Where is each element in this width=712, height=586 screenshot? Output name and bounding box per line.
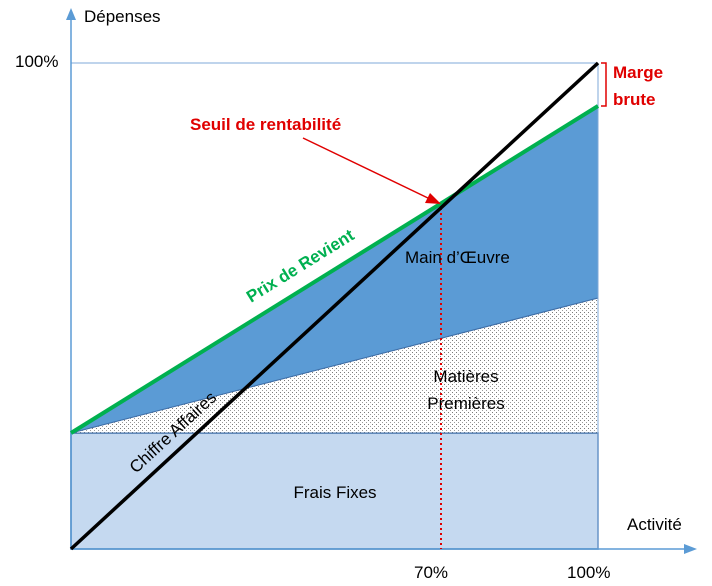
main-oeuvre-label: Main d’Œuvre	[405, 248, 510, 267]
frais-fixes-region	[70, 432, 599, 550]
x-axis-arrow-icon	[684, 544, 697, 554]
prix-revient-line	[69, 104, 600, 435]
seuil-arrow-head-icon	[425, 193, 441, 204]
seuil-label: Seuil de rentabilité	[190, 115, 341, 134]
chiffre-affaires-line	[69, 61, 600, 551]
seuil-arrow-line	[302, 137, 431, 200]
frais-fixes-label: Frais Fixes	[293, 483, 376, 502]
x-tick-70: 70%	[414, 563, 448, 582]
x-tick-100: 100%	[567, 563, 610, 582]
y-axis-arrow-icon	[66, 8, 76, 20]
y-tick-100: 100%	[15, 52, 58, 71]
y-axis-title: Dépenses	[84, 7, 161, 26]
marge-brute-label-line2: brute	[613, 90, 656, 109]
marge-brute-label-line1: Marge	[613, 63, 663, 82]
matieres-premieres-label-line1: Matières	[433, 367, 498, 386]
x-axis-title: Activité	[627, 515, 682, 534]
marge-brute-bracket	[601, 62, 607, 107]
matieres-premieres-label-line2: Premières	[427, 394, 504, 413]
